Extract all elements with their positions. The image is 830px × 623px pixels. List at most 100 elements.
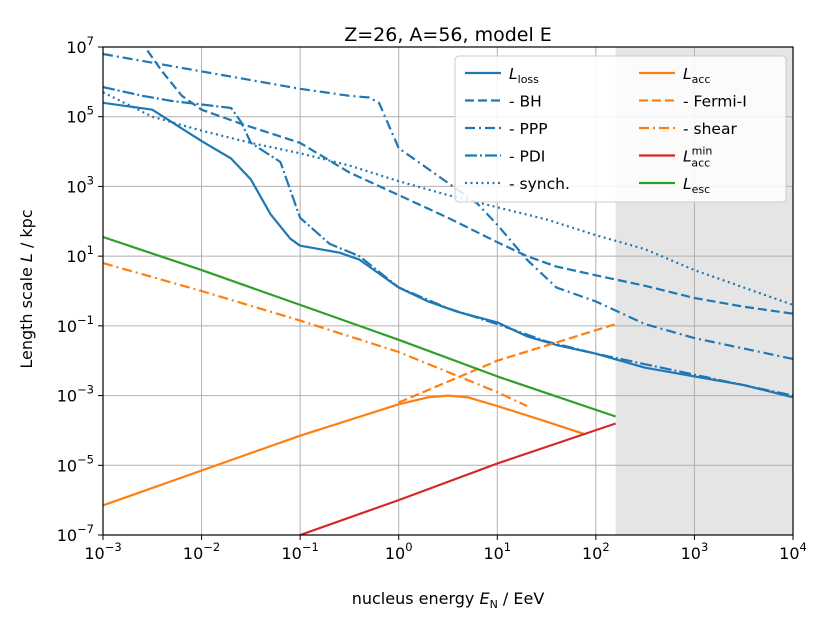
legend-label-sup: min bbox=[692, 145, 713, 158]
x-axis-label-sub: N bbox=[490, 598, 498, 611]
x-tick-label-exp: −3 bbox=[105, 540, 122, 554]
x-tick-label-exp: 2 bbox=[602, 540, 609, 554]
axis-ticks: 10−3 10−2 10−1 100 101 102 103 10410−710−510−31… bbox=[57, 34, 807, 563]
legend: Lloss - BH - PPP - PDI - synch. Lacc - Fe… bbox=[454, 55, 787, 203]
x-tick-label-base: 10 bbox=[483, 544, 503, 563]
y-tick-label: 10−7 bbox=[57, 522, 94, 545]
x-tick-label: 104 bbox=[779, 540, 807, 563]
x-tick-label-base: 10 bbox=[779, 544, 799, 563]
legend-label: - PDI bbox=[509, 148, 545, 166]
legend-label-var: L bbox=[683, 65, 692, 83]
y-tick-label-exp: 5 bbox=[87, 104, 94, 118]
legend-entry-L_acc_min: Lmin acc bbox=[639, 145, 712, 170]
x-tick-label: 10−1 bbox=[281, 540, 318, 563]
legend-entry-PPP: - PPP bbox=[465, 120, 548, 138]
x-tick-label-exp: 4 bbox=[800, 540, 807, 554]
legend-label-sub: acc bbox=[692, 73, 711, 86]
y-axis-label-prefix: Length scale bbox=[17, 262, 36, 369]
y-tick-label: 101 bbox=[66, 243, 94, 266]
y-axis-label-suffix: / kpc bbox=[17, 209, 36, 253]
y-tick-label-base: 10 bbox=[57, 317, 77, 336]
legend-label-text: - Fermi-I bbox=[683, 93, 747, 111]
y-tick-label-base: 10 bbox=[66, 108, 86, 127]
y-tick-label-base: 10 bbox=[57, 526, 77, 545]
legend-entry-BH: - BH bbox=[465, 93, 542, 111]
x-tick-label: 100 bbox=[385, 540, 413, 563]
series-line-synch bbox=[103, 91, 793, 306]
legend-label-var: L bbox=[683, 175, 692, 193]
x-tick-label-base: 10 bbox=[84, 544, 104, 563]
legend-label: Lesc bbox=[683, 175, 710, 196]
chart-title: Z=26, A=56, model E bbox=[344, 24, 552, 46]
legend-entry-L_esc: Lesc bbox=[639, 175, 710, 196]
y-tick-label-exp: −1 bbox=[77, 313, 94, 327]
y-tick-label-base: 10 bbox=[66, 247, 86, 266]
y-tick-label: 107 bbox=[66, 34, 94, 57]
legend-label: - synch. bbox=[509, 175, 570, 193]
x-tick-label: 102 bbox=[582, 540, 610, 563]
x-tick-label-base: 10 bbox=[183, 544, 203, 563]
y-tick-label: 103 bbox=[66, 173, 94, 196]
legend-label: Lmin acc bbox=[683, 145, 712, 170]
x-axis-label: nucleus energy EN / EeV bbox=[352, 589, 545, 611]
series-line-FermiI bbox=[398, 323, 616, 404]
legend-entry-PDI: - PDI bbox=[465, 148, 545, 166]
legend-label: Lacc bbox=[683, 65, 710, 86]
x-tick-label-exp: −2 bbox=[203, 540, 220, 554]
series-line-PDI bbox=[103, 86, 793, 397]
x-tick-label-exp: 0 bbox=[405, 540, 412, 554]
x-tick-label-base: 10 bbox=[385, 544, 405, 563]
plot-frame bbox=[102, 46, 794, 536]
series-line-BH bbox=[146, 49, 793, 315]
x-tick-label-base: 10 bbox=[281, 544, 301, 563]
legend-label-sub: acc bbox=[691, 157, 710, 170]
series-line-L_esc bbox=[103, 235, 616, 418]
series-line-L_acc bbox=[103, 394, 585, 507]
x-tick-label: 10−2 bbox=[183, 540, 220, 563]
legend-entry-L_acc: Lacc bbox=[639, 65, 710, 86]
legend-label: - Fermi-I bbox=[683, 93, 747, 111]
series-line-L_acc_min bbox=[299, 422, 616, 535]
y-tick-label-exp: −7 bbox=[77, 522, 94, 536]
legend-label: - BH bbox=[509, 93, 542, 111]
legend-label-text: - PDI bbox=[509, 148, 545, 166]
legend-label-var: L bbox=[509, 65, 518, 83]
legend-label: Lloss bbox=[509, 65, 539, 86]
x-tick-label-base: 10 bbox=[582, 544, 602, 563]
y-tick-label-exp: 1 bbox=[87, 243, 94, 257]
x-tick-label: 101 bbox=[483, 540, 511, 563]
y-tick-label: 10−5 bbox=[57, 452, 94, 475]
x-tick-label: 103 bbox=[681, 540, 709, 563]
y-axis-label: Length scale L / kpc bbox=[17, 209, 36, 368]
x-axis-label-suffix: / EeV bbox=[498, 589, 545, 608]
x-tick-label: 10−3 bbox=[84, 540, 121, 563]
legend-entry-synch: - synch. bbox=[465, 175, 570, 193]
y-tick-label-exp: −3 bbox=[77, 383, 94, 397]
y-tick-label-base: 10 bbox=[57, 456, 77, 475]
y-tick-label-base: 10 bbox=[66, 177, 86, 196]
y-tick-label-base: 10 bbox=[57, 387, 77, 406]
series-line-shear bbox=[103, 262, 528, 407]
legend-label-text: - shear bbox=[683, 120, 737, 138]
legend-label-text: - BH bbox=[509, 93, 542, 111]
x-tick-label-base: 10 bbox=[681, 544, 701, 563]
legend-label-text: - PPP bbox=[509, 120, 548, 138]
x-tick-label-exp: −1 bbox=[302, 540, 319, 554]
y-tick-label-base: 10 bbox=[66, 38, 86, 57]
y-tick-label: 105 bbox=[66, 104, 94, 127]
y-tick-label-exp: 3 bbox=[87, 173, 94, 187]
legend-box bbox=[454, 55, 787, 203]
x-axis-label-prefix: nucleus energy bbox=[352, 589, 480, 608]
x-axis-label-var: E bbox=[479, 589, 490, 608]
x-tick-label-exp: 3 bbox=[701, 540, 708, 554]
legend-label-sub: loss bbox=[518, 73, 540, 86]
x-tick-label-exp: 1 bbox=[504, 540, 511, 554]
legend-label: - shear bbox=[683, 120, 737, 138]
legend-entry-FermiI: - Fermi-I bbox=[639, 93, 747, 111]
legend-entry-L_loss: Lloss bbox=[465, 65, 539, 86]
y-tick-label-exp: −5 bbox=[77, 452, 94, 466]
legend-label-var: L bbox=[683, 148, 692, 166]
legend-label-text: - synch. bbox=[509, 175, 570, 193]
series-lines bbox=[103, 49, 793, 535]
